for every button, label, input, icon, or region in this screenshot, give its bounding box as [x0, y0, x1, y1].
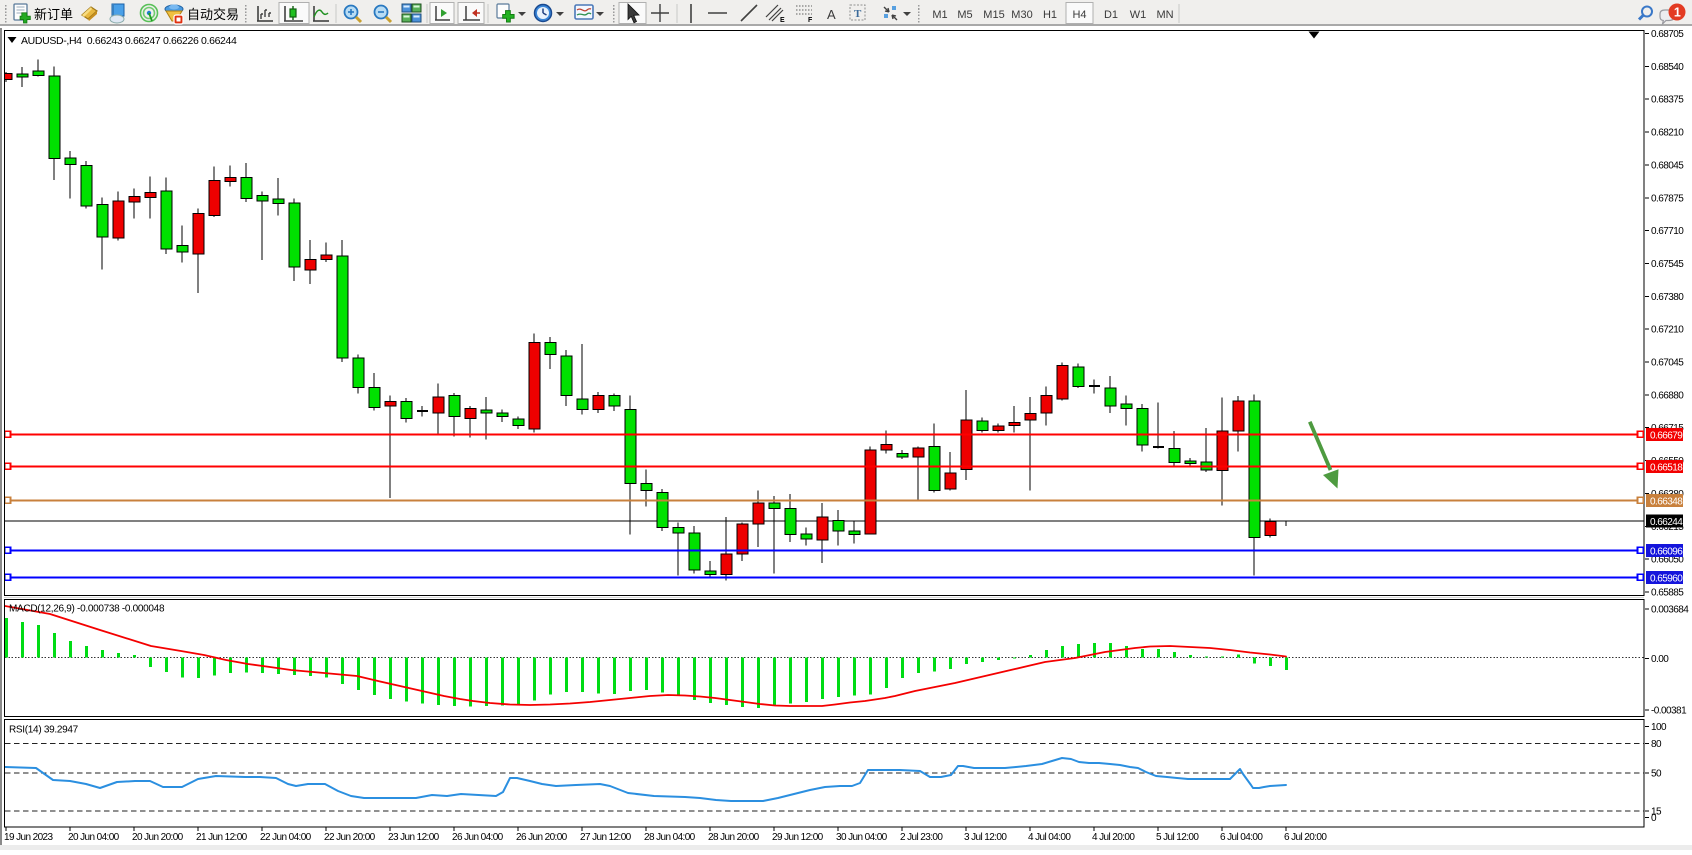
svg-text:M5: M5: [957, 9, 972, 21]
svg-text:0.66050: 0.66050: [1651, 555, 1684, 566]
svg-text:AUDUSD-,H4 0.66243 0.66247 0.: AUDUSD-,H4 0.66243 0.66247 0.66226 0.662…: [21, 35, 237, 47]
svg-text:F: F: [808, 17, 813, 24]
svg-text:0.66679: 0.66679: [1650, 430, 1683, 441]
svg-text:2 Jul 23:00: 2 Jul 23:00: [900, 832, 943, 843]
svg-text:0.00: 0.00: [1651, 654, 1669, 665]
svg-text:19 Jun 2023: 19 Jun 2023: [4, 832, 53, 843]
svg-text:新订单: 新订单: [34, 7, 73, 22]
svg-text:28 Jun 20:00: 28 Jun 20:00: [708, 832, 760, 843]
svg-text:30 Jun 04:00: 30 Jun 04:00: [836, 832, 888, 843]
svg-text:-0.00381: -0.00381: [1651, 706, 1687, 717]
svg-text:MACD(12,26,9) -0.000738 -0.000: MACD(12,26,9) -0.000738 -0.000048: [9, 604, 165, 615]
svg-text:0.66518: 0.66518: [1650, 462, 1683, 473]
svg-text:0.68540: 0.68540: [1651, 62, 1684, 73]
svg-text:23 Jun 12:00: 23 Jun 12:00: [388, 832, 440, 843]
svg-text:6 Jul 20:00: 6 Jul 20:00: [1284, 832, 1327, 843]
svg-text:20 Jun 04:00: 20 Jun 04:00: [68, 832, 120, 843]
svg-text:0.68045: 0.68045: [1651, 160, 1684, 171]
svg-text:0.66348: 0.66348: [1650, 496, 1683, 507]
svg-text:0.67710: 0.67710: [1651, 226, 1684, 237]
svg-text:28 Jun 04:00: 28 Jun 04:00: [644, 832, 696, 843]
svg-text:0.65885: 0.65885: [1651, 587, 1684, 598]
svg-text:0.66096: 0.66096: [1650, 546, 1683, 557]
svg-text:0.68375: 0.68375: [1651, 95, 1684, 106]
svg-text:0.67045: 0.67045: [1651, 358, 1684, 369]
svg-text:80: 80: [1651, 739, 1662, 750]
svg-text:3 Jul 12:00: 3 Jul 12:00: [964, 832, 1007, 843]
svg-text:4 Jul 04:00: 4 Jul 04:00: [1028, 832, 1071, 843]
svg-text:T: T: [854, 8, 862, 20]
svg-text:50: 50: [1651, 769, 1662, 780]
svg-text:D1: D1: [1104, 9, 1118, 21]
svg-text:0.003684: 0.003684: [1651, 605, 1689, 616]
svg-text:W1: W1: [1130, 9, 1147, 21]
svg-text:5 Jul 12:00: 5 Jul 12:00: [1156, 832, 1199, 843]
svg-text:M30: M30: [1011, 9, 1032, 21]
svg-text:RSI(14) 39.2947: RSI(14) 39.2947: [9, 725, 79, 736]
svg-text:0.67380: 0.67380: [1651, 292, 1684, 303]
svg-text:21 Jun 12:00: 21 Jun 12:00: [196, 832, 248, 843]
svg-text:100: 100: [1651, 722, 1667, 733]
svg-text:20 Jun 20:00: 20 Jun 20:00: [132, 832, 184, 843]
svg-text:0.68210: 0.68210: [1651, 128, 1684, 139]
svg-text:26 Jun 20:00: 26 Jun 20:00: [516, 832, 568, 843]
svg-text:0.65960: 0.65960: [1650, 573, 1683, 584]
svg-text:1: 1: [1674, 5, 1681, 19]
svg-text:0.67545: 0.67545: [1651, 259, 1684, 270]
svg-text:H4: H4: [1072, 9, 1086, 21]
svg-text:15: 15: [1651, 807, 1662, 818]
svg-text:22 Jun 20:00: 22 Jun 20:00: [324, 832, 376, 843]
svg-text:6 Jul 04:00: 6 Jul 04:00: [1220, 832, 1263, 843]
svg-text:0: 0: [1651, 813, 1657, 824]
svg-text:26 Jun 04:00: 26 Jun 04:00: [452, 832, 504, 843]
svg-text:M15: M15: [983, 9, 1004, 21]
svg-text:A: A: [827, 7, 836, 22]
svg-text:0.66244: 0.66244: [1650, 517, 1683, 528]
svg-text:22 Jun 04:00: 22 Jun 04:00: [260, 832, 312, 843]
svg-text:H1: H1: [1043, 9, 1057, 21]
svg-text:自动交易: 自动交易: [187, 7, 239, 22]
svg-text:M1: M1: [932, 9, 947, 21]
svg-text:0.67875: 0.67875: [1651, 193, 1684, 204]
svg-text:0.66880: 0.66880: [1651, 390, 1684, 401]
svg-text:0.67210: 0.67210: [1651, 325, 1684, 336]
svg-text:27 Jun 12:00: 27 Jun 12:00: [580, 832, 632, 843]
svg-text:E: E: [780, 17, 785, 24]
svg-text:29 Jun 12:00: 29 Jun 12:00: [772, 832, 824, 843]
svg-text:0.68705: 0.68705: [1651, 29, 1684, 40]
svg-text:MN: MN: [1156, 9, 1173, 21]
svg-text:4 Jul 20:00: 4 Jul 20:00: [1092, 832, 1135, 843]
